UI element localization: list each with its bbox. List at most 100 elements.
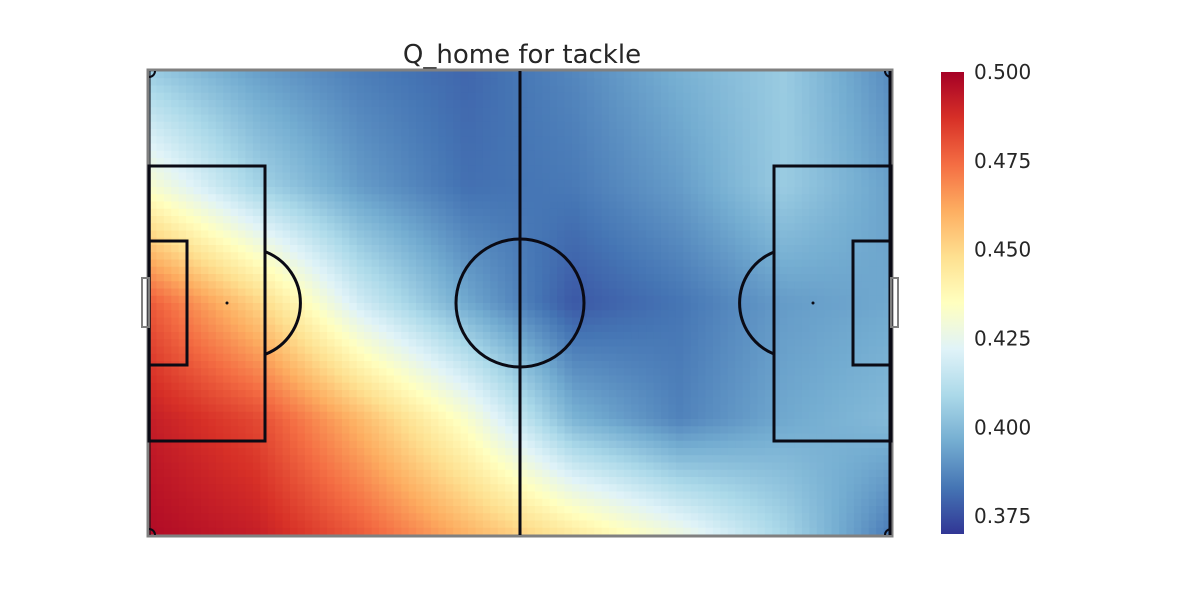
heatmap-cell (772, 179, 781, 188)
heatmap-cell (727, 179, 736, 188)
heatmap-cell (490, 281, 499, 290)
heatmap-cell (416, 266, 425, 275)
heatmap-cell (408, 346, 417, 355)
heatmap-cell (364, 353, 373, 362)
heatmap-cell (289, 172, 298, 181)
heatmap-cell (883, 107, 892, 116)
heatmap-cell (609, 121, 618, 130)
heatmap-cell (631, 361, 640, 369)
heatmap-cell (349, 172, 358, 181)
heatmap-cell (764, 332, 773, 340)
heatmap-cell (327, 382, 336, 391)
heatmap-cell (705, 295, 714, 304)
heatmap-cell (512, 266, 521, 275)
heatmap-cell (750, 332, 759, 340)
heatmap-cell (282, 107, 291, 116)
heatmap-cell (683, 85, 692, 94)
heatmap-cell (579, 390, 588, 398)
heatmap-cell (289, 288, 298, 297)
heatmap-cell (698, 295, 707, 304)
heatmap-cell (698, 71, 707, 79)
heatmap-cell (156, 281, 165, 290)
heatmap-cell (364, 288, 373, 297)
heatmap-cell (757, 136, 766, 145)
heatmap-cell (193, 245, 202, 253)
heatmap-cell (349, 121, 358, 130)
heatmap-cell (564, 114, 573, 123)
heatmap-cell (816, 281, 825, 290)
heatmap-cell (423, 223, 432, 232)
heatmap-cell (779, 390, 788, 398)
heatmap-cell (787, 100, 796, 108)
heatmap-cell (579, 172, 588, 181)
heatmap-cell (638, 324, 647, 333)
heatmap-cell (505, 92, 514, 101)
heatmap-cell (772, 426, 781, 435)
heatmap-cell (468, 216, 477, 224)
heatmap-cell (304, 172, 313, 181)
heatmap-cell (304, 85, 313, 94)
heatmap-cell (312, 382, 321, 391)
heatmap-cell (646, 332, 655, 340)
heatmap-cell (571, 303, 580, 311)
heatmap-cell (520, 332, 529, 340)
heatmap-cell (616, 324, 625, 333)
heatmap-cell (683, 346, 692, 355)
heatmap-cell (379, 245, 388, 253)
heatmap-cell (757, 100, 766, 108)
heatmap-cell (364, 339, 373, 348)
heatmap-cell (349, 150, 358, 159)
heatmap-cell (638, 158, 647, 166)
heatmap-cell (393, 100, 402, 108)
heatmap-cell (430, 201, 439, 210)
heatmap-cell (297, 158, 306, 166)
heatmap-cell (705, 288, 714, 297)
heatmap-cell (653, 194, 662, 203)
heatmap-cell (742, 208, 751, 217)
heatmap-cell (505, 85, 514, 94)
heatmap-cell (638, 245, 647, 253)
heatmap-cell (831, 274, 840, 282)
heatmap-cell (772, 100, 781, 108)
heatmap-cell (460, 317, 469, 326)
heatmap-cell (609, 259, 618, 268)
heatmap-cell (527, 353, 536, 362)
heatmap-cell (505, 274, 514, 282)
heatmap-cell (512, 288, 521, 297)
heatmap-cell (557, 136, 566, 145)
heatmap-cell (668, 78, 677, 87)
heatmap-cell (557, 194, 566, 203)
heatmap-cell (883, 397, 892, 406)
heatmap-cell (445, 136, 454, 145)
heatmap-cell (876, 92, 885, 101)
heatmap-cell (720, 288, 729, 297)
heatmap-cell (356, 288, 365, 297)
heatmap-cell (408, 303, 417, 311)
heatmap-cell (267, 230, 276, 239)
heatmap-cell (282, 426, 291, 435)
heatmap-cell (238, 172, 247, 181)
heatmap-cell (883, 419, 892, 427)
heatmap-cell (349, 288, 358, 297)
heatmap-cell (482, 71, 491, 79)
heatmap-cell (779, 237, 788, 246)
heatmap-cell (675, 223, 684, 232)
heatmap-cell (824, 288, 833, 297)
heatmap-cell (282, 165, 291, 174)
heatmap-cell (646, 92, 655, 101)
heatmap-cell (223, 114, 232, 123)
heatmap-cell (238, 107, 247, 116)
heatmap-cell (475, 346, 484, 355)
heatmap-cell (304, 100, 313, 108)
heatmap-cell (215, 411, 224, 420)
heatmap-cell (586, 179, 595, 188)
heatmap-cell (549, 121, 558, 130)
heatmap-cell (764, 92, 773, 101)
heatmap-cell (861, 346, 870, 355)
heatmap-cell (876, 375, 885, 384)
heatmap-cell (846, 382, 855, 391)
heatmap-cell (853, 382, 862, 391)
heatmap-cell (475, 172, 484, 181)
heatmap-cell (646, 274, 655, 282)
heatmap-cell (171, 165, 180, 174)
